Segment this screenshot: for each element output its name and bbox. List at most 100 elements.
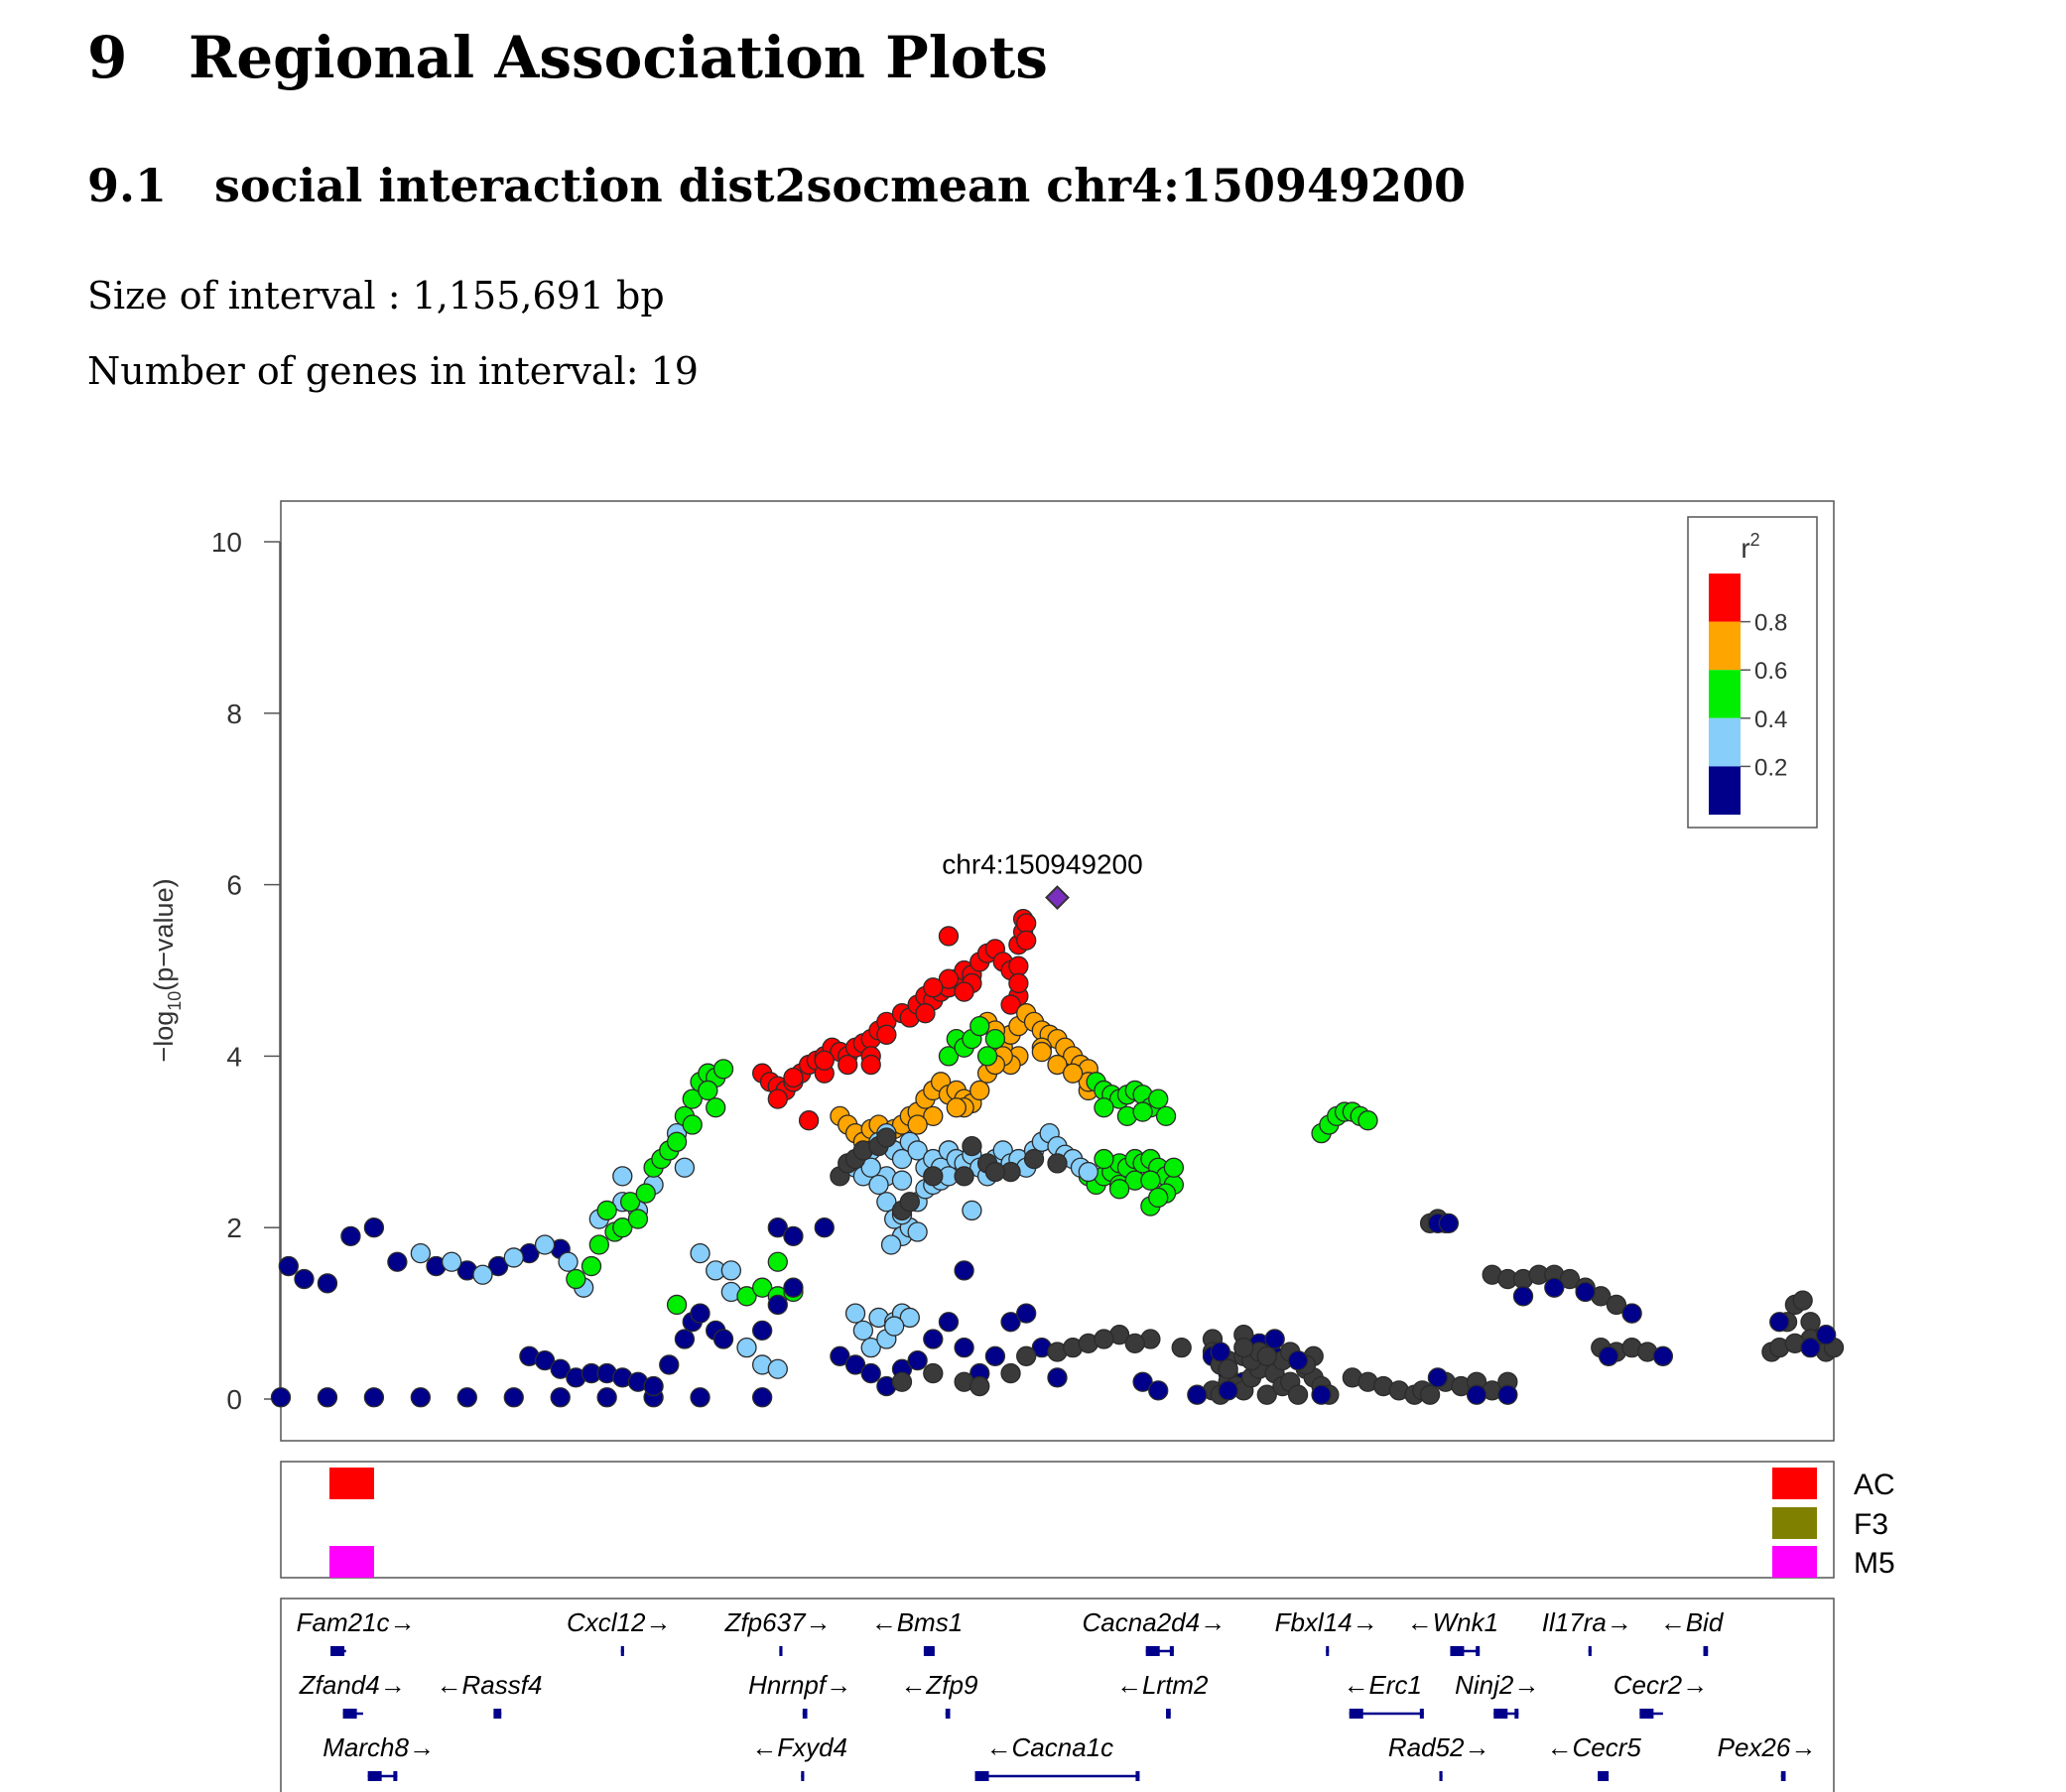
snp-point — [907, 1349, 928, 1371]
strain-swatch-ac — [1772, 1468, 1817, 1499]
snp-point — [1800, 1338, 1821, 1358]
legend-swatch — [1709, 766, 1741, 815]
snp-point — [363, 1387, 385, 1408]
snp-point — [938, 1046, 960, 1067]
snp-point — [1438, 1213, 1460, 1234]
snp-point — [1148, 1088, 1169, 1109]
snp-point — [954, 981, 974, 1002]
gene-exon — [1135, 1771, 1140, 1781]
snp-point — [1256, 1345, 1277, 1366]
snp-point — [938, 1312, 960, 1333]
snp-point — [923, 1362, 944, 1384]
y-axis-label: −log10(p−value) — [149, 878, 185, 1062]
snp-point — [441, 1251, 462, 1272]
snp-point — [1187, 1384, 1208, 1405]
snp-point — [1000, 994, 1021, 1015]
gene-exon — [923, 1646, 935, 1656]
snp-point — [720, 1260, 741, 1281]
snp-point — [1094, 1329, 1114, 1349]
gene-exon — [1639, 1709, 1654, 1719]
gene-label: Cacna2d4→ — [1083, 1607, 1227, 1637]
y-tick-label: 6 — [226, 870, 242, 901]
snp-point — [1047, 1054, 1068, 1076]
snp-point — [1016, 1345, 1037, 1366]
snp-point — [1163, 1157, 1185, 1178]
snp-point — [674, 1157, 696, 1178]
snp-point — [969, 1016, 990, 1037]
lead-snp: chr4:150949200 — [942, 849, 1143, 910]
snp-point — [1497, 1384, 1518, 1405]
gene-exon — [1169, 1646, 1174, 1656]
gene-label: ←Bid — [1660, 1607, 1725, 1637]
snp-point — [1016, 913, 1037, 934]
snp-point — [317, 1273, 338, 1294]
snp-point — [666, 1294, 688, 1316]
snp-point — [907, 1114, 928, 1135]
snp-point — [340, 1225, 361, 1246]
y-tick-label: 2 — [226, 1213, 242, 1243]
snp-point — [643, 1375, 664, 1397]
snp-point — [1155, 1105, 1177, 1127]
snp-point — [706, 1097, 726, 1118]
snp-point — [1031, 1041, 1052, 1063]
snp-point — [1621, 1303, 1642, 1324]
snp-point — [558, 1251, 579, 1272]
gene-exon — [974, 1771, 989, 1781]
section-title: Regional Association Plots — [189, 24, 1048, 91]
snp-point — [712, 1329, 734, 1349]
snp-point — [1800, 1312, 1821, 1333]
gene-label: ←Zfp9 — [900, 1670, 977, 1700]
legend-swatch — [1709, 717, 1741, 767]
association-panel: 0 2 4 6 8 10 −log10(p−value) chr4:150949200 r… — [149, 500, 1845, 1442]
snp-point — [915, 1003, 936, 1024]
gene-exon — [945, 1709, 951, 1719]
snp-point — [387, 1251, 408, 1272]
snp-point — [984, 1028, 1006, 1050]
snp-point — [550, 1387, 571, 1408]
strain-panel: AC F3 M5 — [280, 1461, 1895, 1580]
snp-point — [1264, 1329, 1285, 1349]
snp-point — [1063, 1063, 1084, 1084]
snp-point — [814, 1050, 835, 1071]
snp-point — [1132, 1371, 1153, 1392]
snp-point — [1140, 1170, 1161, 1191]
snp-point — [1575, 1281, 1596, 1303]
snp-point — [954, 1338, 974, 1358]
gene-track-frame — [280, 1598, 1835, 1792]
snp-point — [938, 926, 960, 947]
gene-label: Zfp637→ — [724, 1607, 832, 1637]
snp-point — [612, 1166, 633, 1187]
gene-exon — [620, 1646, 624, 1656]
snp-point — [923, 977, 944, 998]
snp-point — [278, 1255, 299, 1277]
snp-point — [270, 1387, 292, 1408]
snp-point — [1218, 1380, 1238, 1401]
snp-point — [1311, 1384, 1332, 1405]
snp-point — [860, 1157, 881, 1178]
gene-label: Hnrnpf→ — [748, 1670, 851, 1700]
snp-point — [1357, 1110, 1378, 1131]
snp-point — [682, 1114, 703, 1135]
snp-point — [566, 1268, 586, 1290]
snp-point — [1816, 1325, 1837, 1345]
snp-points — [270, 909, 1845, 1408]
snp-point — [954, 1166, 974, 1187]
gene-label: Pex26→ — [1718, 1732, 1817, 1762]
snp-point — [767, 1294, 788, 1316]
legend-swatch — [1709, 621, 1741, 671]
gene-label: Rad52→ — [1388, 1732, 1490, 1762]
snp-point — [962, 1135, 982, 1157]
gene-exon — [1439, 1771, 1443, 1781]
snp-point — [767, 1217, 788, 1238]
gene-exon — [393, 1771, 398, 1781]
snp-point — [976, 1046, 998, 1067]
snp-point — [907, 1140, 928, 1161]
snp-point — [1544, 1277, 1565, 1298]
snp-point — [984, 1345, 1006, 1366]
snp-point — [1559, 1268, 1581, 1290]
snp-point — [534, 1234, 556, 1255]
snp-point — [923, 1329, 944, 1349]
snp-point — [830, 1345, 850, 1366]
snp-point — [1148, 1380, 1169, 1401]
